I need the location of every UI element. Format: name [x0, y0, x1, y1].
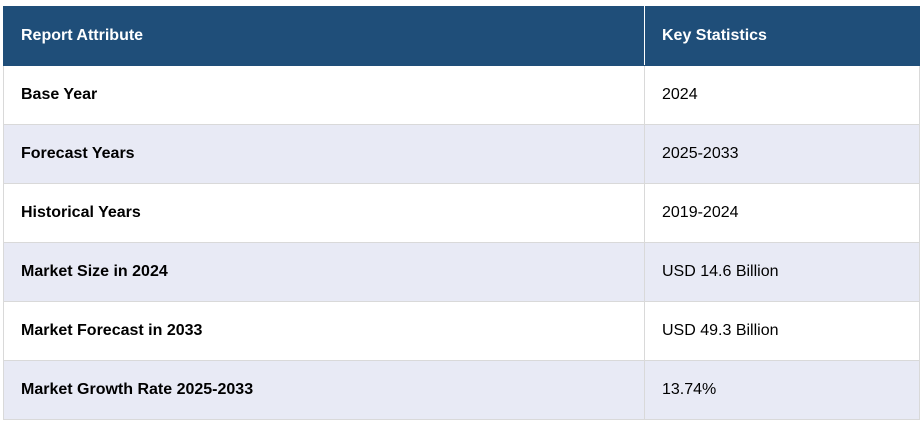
table-row: Base Year 2024 [3, 65, 920, 125]
row-attribute: Historical Years [3, 183, 645, 243]
row-value: 2024 [644, 65, 920, 125]
row-value: 2025-2033 [644, 124, 920, 184]
row-attribute: Market Growth Rate 2025-2033 [3, 360, 645, 420]
row-value: USD 14.6 Billion [644, 242, 920, 302]
table-row: Forecast Years 2025-2033 [3, 124, 920, 184]
table-header-row: Report Attribute Key Statistics [3, 6, 920, 66]
header-key-statistics: Key Statistics [644, 6, 920, 66]
row-attribute: Forecast Years [3, 124, 645, 184]
header-report-attribute: Report Attribute [3, 6, 645, 66]
table-row: Market Growth Rate 2025-2033 13.74% [3, 360, 920, 420]
report-statistics-table: Report Attribute Key Statistics Base Yea… [3, 6, 920, 420]
row-attribute: Market Forecast in 2033 [3, 301, 645, 361]
row-value: USD 49.3 Billion [644, 301, 920, 361]
table-row: Market Size in 2024 USD 14.6 Billion [3, 242, 920, 302]
row-attribute: Base Year [3, 65, 645, 125]
table-row: Market Forecast in 2033 USD 49.3 Billion [3, 301, 920, 361]
row-value: 2019-2024 [644, 183, 920, 243]
table-row: Historical Years 2019-2024 [3, 183, 920, 243]
row-attribute: Market Size in 2024 [3, 242, 645, 302]
row-value: 13.74% [644, 360, 920, 420]
